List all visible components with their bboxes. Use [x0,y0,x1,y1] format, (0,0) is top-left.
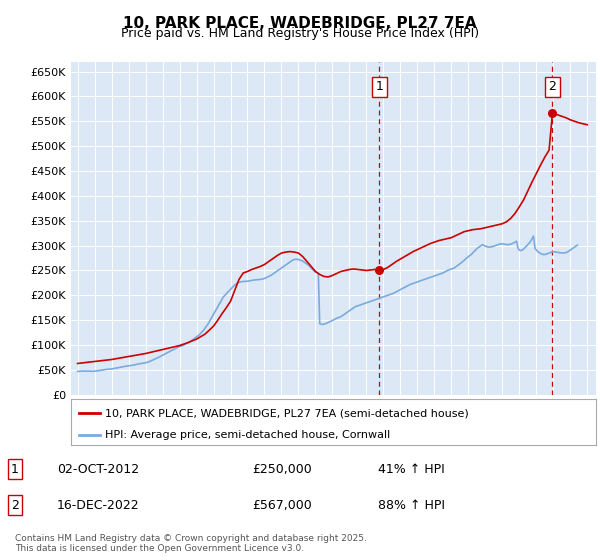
Text: 02-OCT-2012: 02-OCT-2012 [57,463,139,476]
Text: 1: 1 [375,80,383,93]
Text: £250,000: £250,000 [252,463,312,476]
Text: 1: 1 [11,463,19,476]
Text: £567,000: £567,000 [252,498,312,512]
Text: 10, PARK PLACE, WADEBRIDGE, PL27 7EA (semi-detached house): 10, PARK PLACE, WADEBRIDGE, PL27 7EA (se… [105,408,469,418]
Text: HPI: Average price, semi-detached house, Cornwall: HPI: Average price, semi-detached house,… [105,430,390,440]
Text: 88% ↑ HPI: 88% ↑ HPI [378,498,445,512]
Text: Contains HM Land Registry data © Crown copyright and database right 2025.
This d: Contains HM Land Registry data © Crown c… [15,534,367,553]
Text: 16-DEC-2022: 16-DEC-2022 [57,498,140,512]
Text: 10, PARK PLACE, WADEBRIDGE, PL27 7EA: 10, PARK PLACE, WADEBRIDGE, PL27 7EA [123,16,477,31]
Text: 2: 2 [548,80,556,93]
Text: Price paid vs. HM Land Registry's House Price Index (HPI): Price paid vs. HM Land Registry's House … [121,27,479,40]
Text: 2: 2 [11,498,19,512]
Text: 41% ↑ HPI: 41% ↑ HPI [378,463,445,476]
